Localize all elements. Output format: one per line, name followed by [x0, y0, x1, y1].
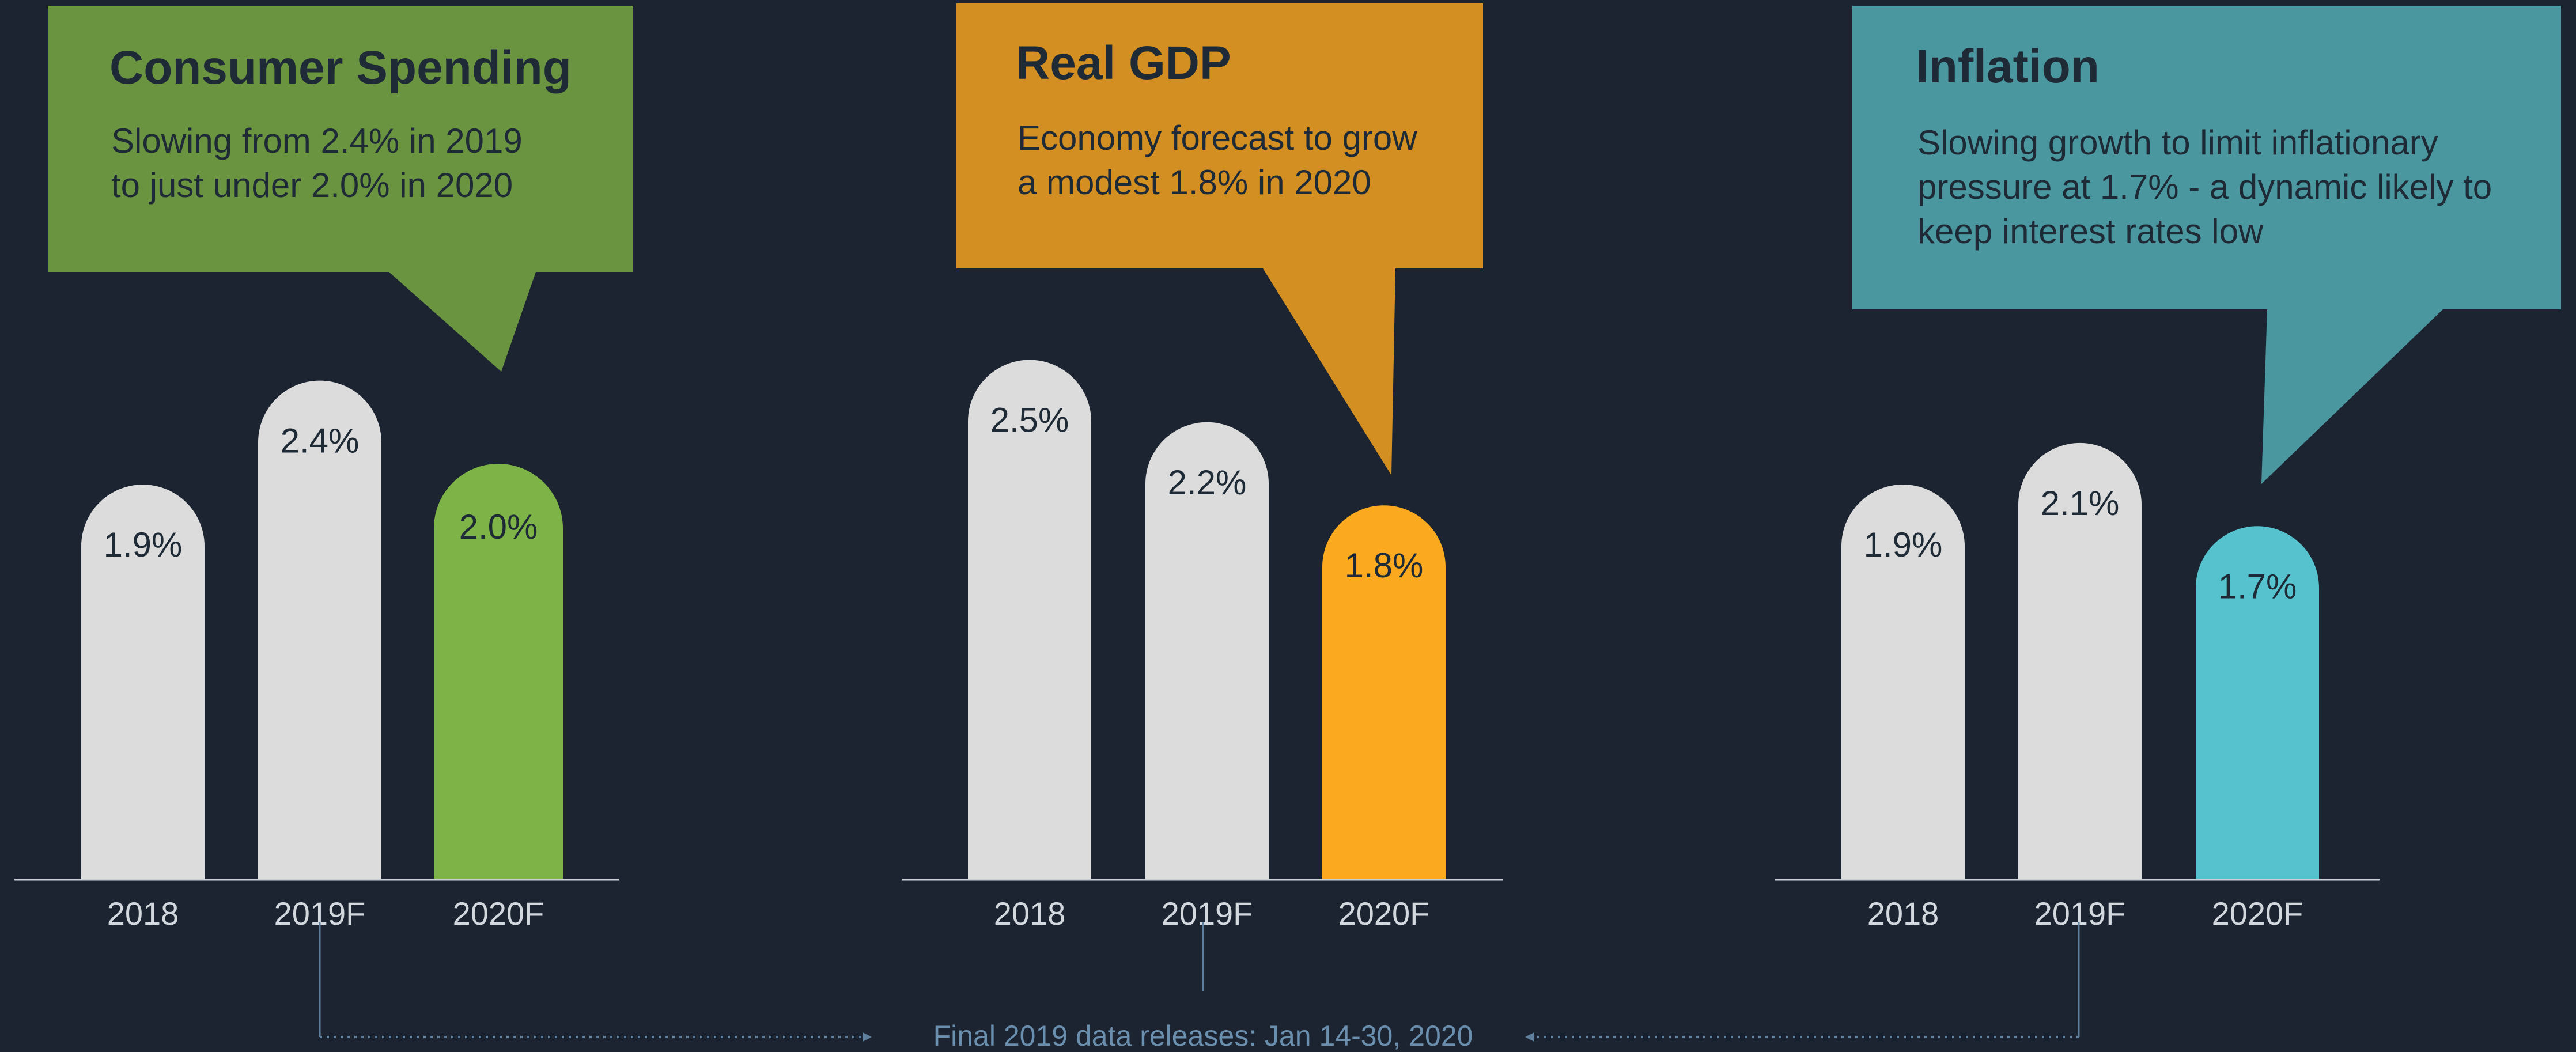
chart-title: Real GDP — [1016, 37, 1231, 89]
x-tick-label: 2018 — [107, 895, 179, 932]
bar-2018 — [1841, 485, 1965, 880]
chart-subtitle-line: keep interest rates low — [1917, 212, 2264, 251]
x-tick-label: 2018 — [994, 895, 1066, 932]
x-tick-label: 2019F — [2034, 895, 2126, 932]
bar-value-label: 1.9% — [104, 525, 183, 564]
chart-panel-1: Consumer Spending Slowing from 2.4% in 20… — [14, 6, 633, 932]
callout-box — [1852, 6, 2561, 309]
bar-value-label: 1.8% — [1345, 546, 1424, 585]
chart-subtitle-line: Slowing from 2.4% in 2019 — [111, 122, 523, 160]
bar-value-label: 2.5% — [990, 401, 1069, 440]
footer-connectors — [319, 922, 2080, 1042]
bar-2020f — [1322, 505, 1446, 880]
x-tick-label: 2020F — [1338, 895, 1430, 932]
chart-panel-2: Real GDP Economy forecast to grow a modest… — [902, 3, 1503, 932]
bar-2020f — [2196, 526, 2319, 880]
bar-2020f — [434, 464, 563, 880]
bar-2018 — [81, 485, 205, 880]
chart-subtitle-line: a modest 1.8% in 2020 — [1017, 163, 1371, 202]
x-tick-label: 2019F — [1162, 895, 1253, 932]
chart-title: Inflation — [1916, 40, 2100, 93]
callout-pointer — [2261, 309, 2443, 484]
chart-panel-3: Inflation Slowing growth to limit inflati… — [1775, 6, 2561, 932]
chart-title: Consumer Spending — [109, 41, 572, 94]
x-tick-label: 2018 — [1867, 895, 1939, 932]
bar-2019f — [2018, 442, 2142, 880]
x-tick-label: 2020F — [453, 895, 544, 932]
bar-value-label: 1.9% — [1864, 525, 1943, 564]
bar-value-label: 2.0% — [459, 508, 538, 546]
chart-subtitle-line: pressure at 1.7% - a dynamic likely to — [1917, 168, 2492, 206]
bar-value-label: 1.7% — [2218, 567, 2297, 606]
chart-subtitle-line: to just under 2.0% in 2020 — [111, 166, 513, 205]
bar-2019f — [1145, 422, 1269, 880]
bar-2019f — [258, 380, 381, 880]
callout-box — [48, 6, 633, 272]
bar-2018 — [968, 360, 1091, 880]
callout-box — [956, 3, 1483, 268]
bar-value-label: 2.1% — [2041, 484, 2120, 523]
bar-value-label: 2.2% — [1168, 463, 1247, 502]
callout-pointer — [389, 272, 536, 372]
chart-subtitle-line: Slowing growth to limit inflationary — [1917, 123, 2438, 162]
chart-subtitle-line: Economy forecast to grow — [1017, 119, 1417, 157]
callout-pointer — [1263, 268, 1395, 475]
chart-panels: Consumer Spending Slowing from 2.4% in 20… — [14, 3, 2561, 932]
x-tick-label: 2020F — [2212, 895, 2303, 932]
footer-note: Final 2019 data releases: Jan 14-30, 202… — [933, 1020, 1473, 1052]
bar-value-label: 2.4% — [281, 422, 360, 460]
